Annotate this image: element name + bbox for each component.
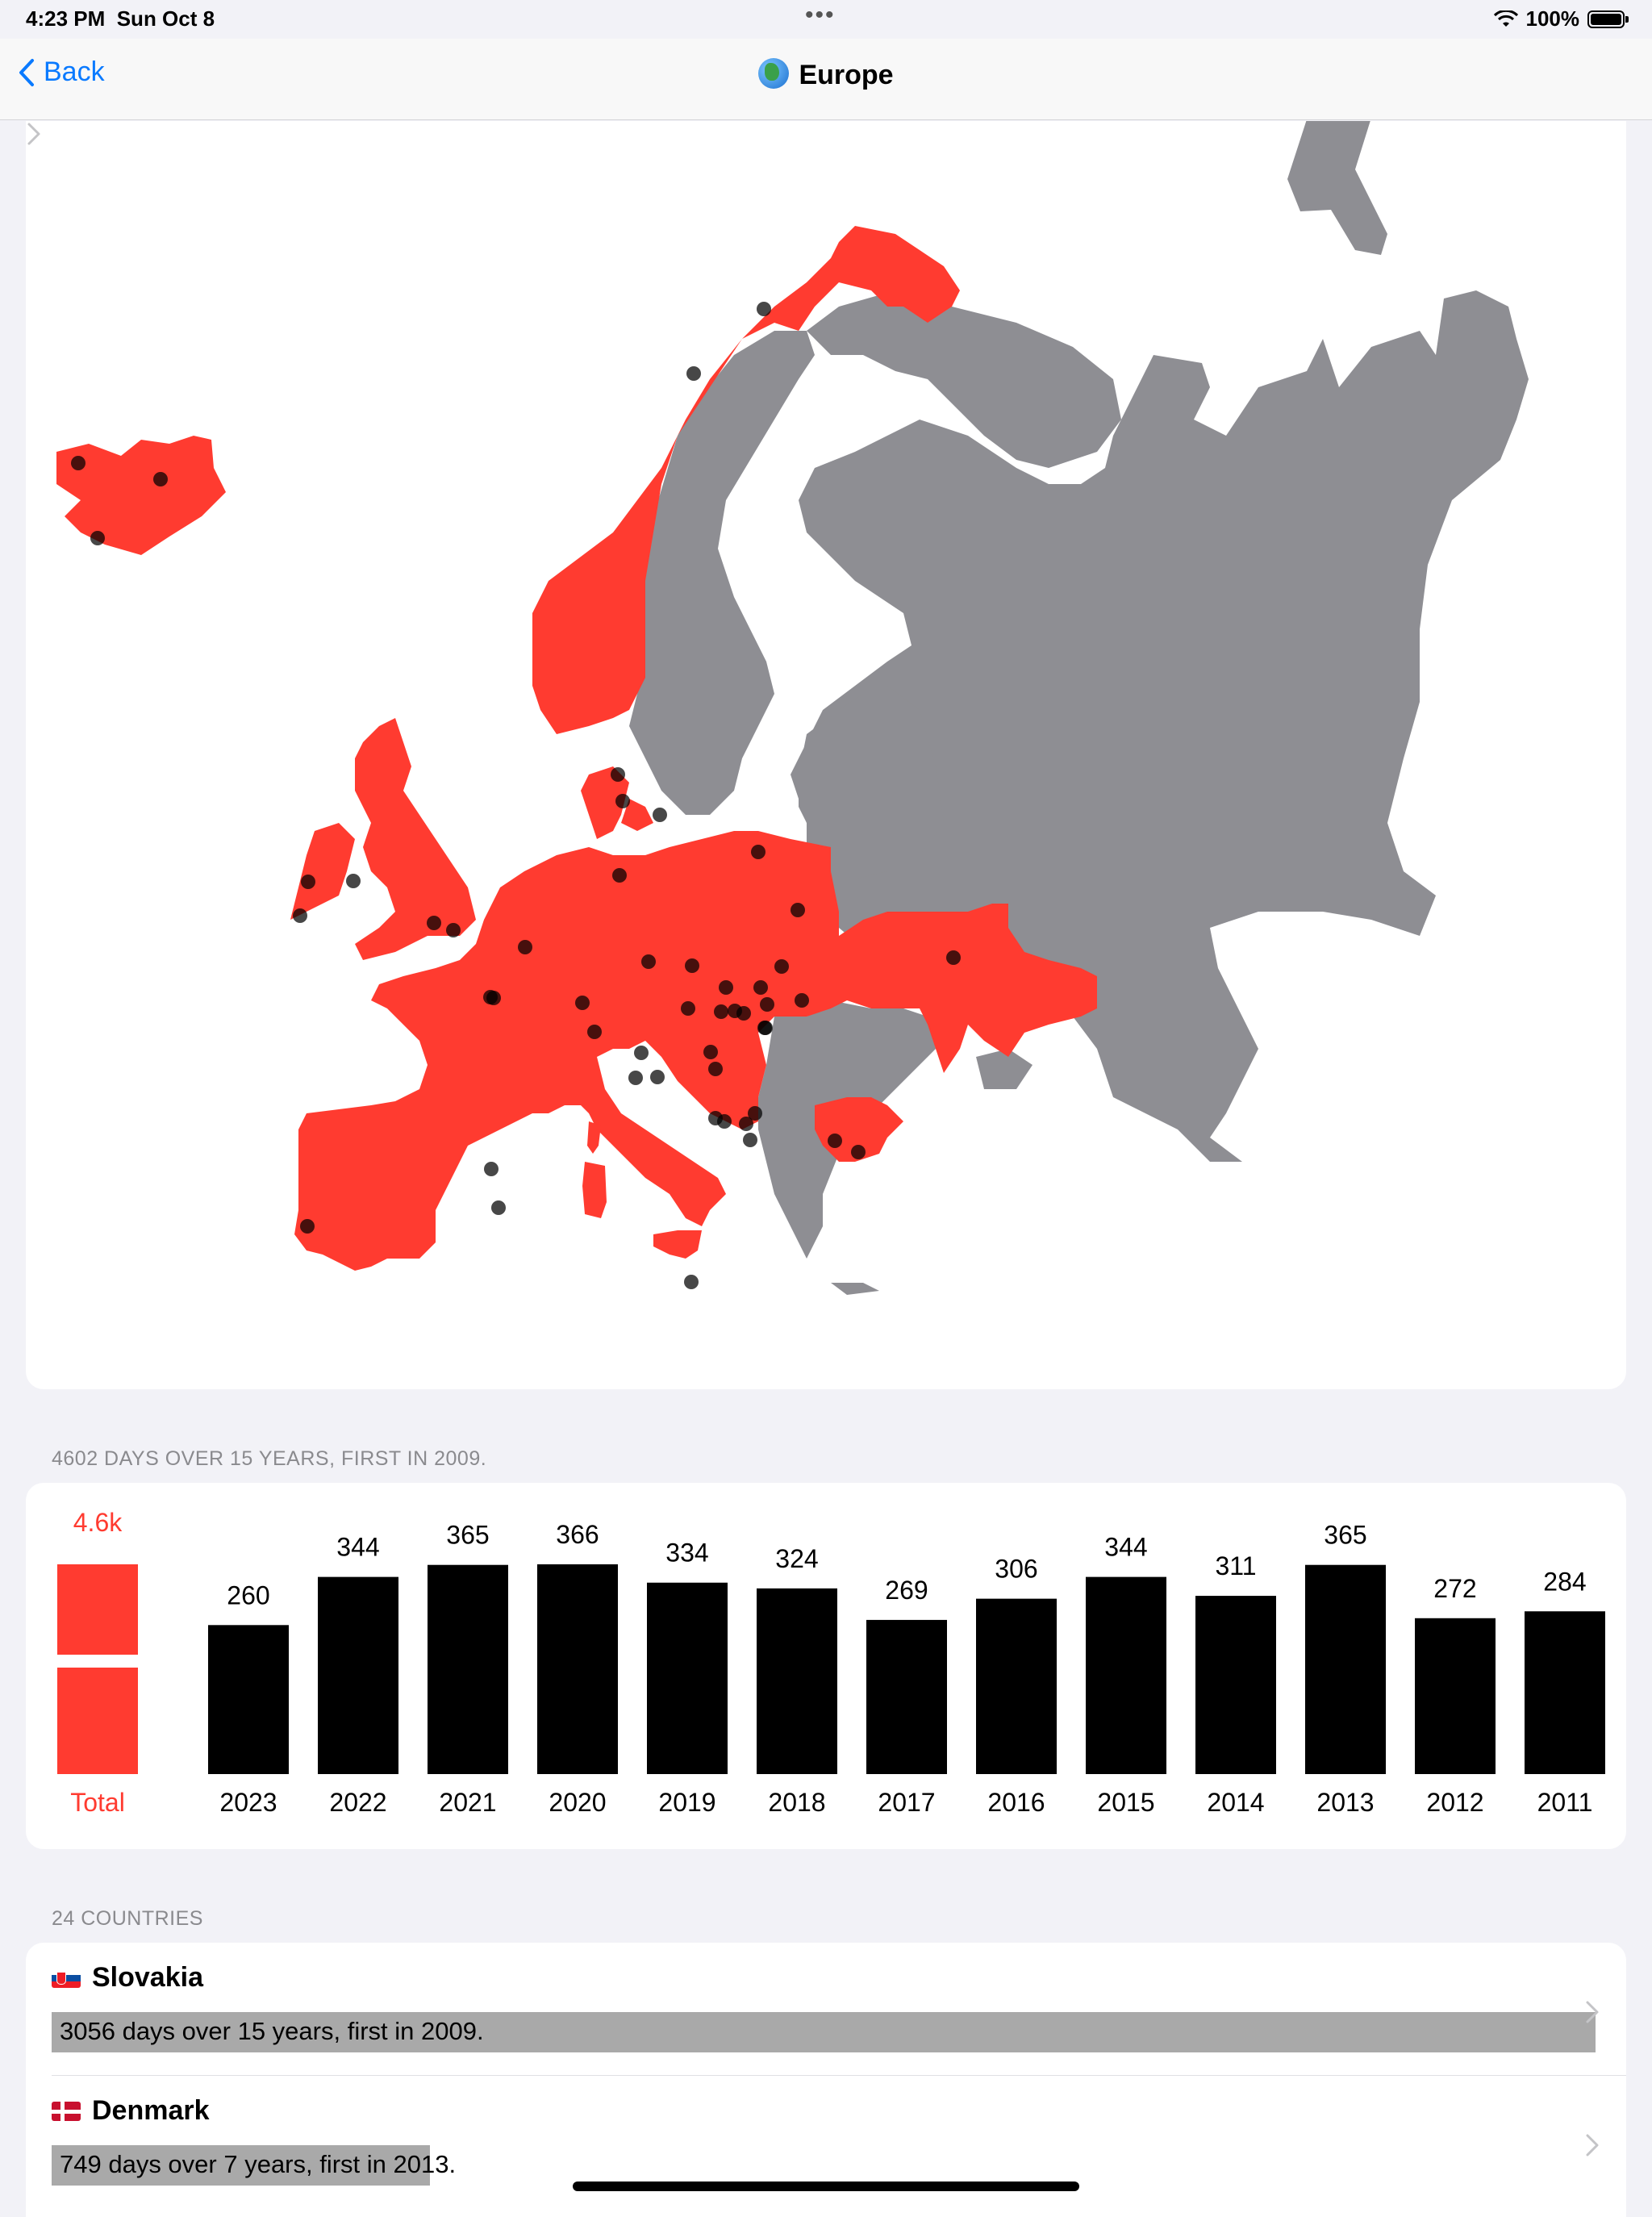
total-bar-top — [57, 1564, 138, 1655]
bar-year-label: 2023 — [219, 1788, 277, 1817]
bar-year-label: 2011 — [1537, 1788, 1593, 1817]
region-ireland — [290, 823, 355, 920]
chevron-right-icon — [1586, 2001, 1599, 2023]
globe-icon — [758, 58, 790, 89]
bar-year-label: 2016 — [987, 1788, 1045, 1817]
chevron-left-icon — [19, 58, 34, 86]
region-greek-islands — [831, 1283, 879, 1295]
europe-map — [56, 121, 1529, 1295]
bar-2020 — [537, 1564, 618, 1774]
bar-value-label: 269 — [885, 1576, 928, 1605]
chevron-right-icon — [1586, 2134, 1599, 2156]
bar-value-label: 260 — [227, 1580, 269, 1610]
country-title: Denmark — [52, 2095, 210, 2127]
visited-regions — [56, 226, 1097, 1271]
country-row-denmark[interactable]: Denmark 749 days over 7 years, first in … — [26, 2076, 1626, 2208]
row-separator — [52, 2075, 1626, 2076]
days-per-year-chart-card: 4.6k Total 260 2023 344 2022 365 2021 366 2020 334… — [26, 1483, 1626, 1849]
bar-year-label: 2014 — [1207, 1788, 1264, 1817]
bar-value-label: 344 — [1104, 1533, 1147, 1562]
region-crimea — [976, 1049, 1032, 1089]
status-time: 4:23 PM Sun Oct 8 — [26, 6, 215, 31]
back-label: Back — [44, 56, 105, 87]
back-button[interactable]: Back — [18, 56, 105, 88]
battery-icon — [1587, 10, 1629, 28]
bar-2011 — [1525, 1611, 1605, 1774]
multitasking-dots[interactable]: ••• — [805, 2, 836, 28]
region-iceland — [56, 436, 226, 555]
bar-year-label: 2020 — [549, 1788, 606, 1817]
days-per-year-chart: 4.6k Total 260 2023 344 2022 365 2021 366 2020 334… — [57, 1508, 1605, 1817]
country-detail: 749 days over 7 years, first in 2013. — [60, 2150, 457, 2178]
region-novaya-zemlya — [1287, 121, 1387, 255]
bar-2018 — [757, 1588, 837, 1774]
region-norway — [532, 226, 960, 734]
wifi-icon — [1493, 10, 1518, 27]
country-days-bar — [52, 2012, 1596, 2052]
region-sweden — [629, 331, 815, 815]
bar-year-label: 2012 — [1426, 1788, 1483, 1817]
bar-value-label: 272 — [1433, 1574, 1476, 1603]
region-baltics-belarus — [799, 686, 944, 879]
country-row-slovakia[interactable]: Slovakia 3056 days over 15 years, first … — [26, 1943, 1626, 2076]
bar-2016 — [976, 1598, 1057, 1774]
region-sicily — [653, 1230, 702, 1259]
bar-year-label: 2019 — [658, 1788, 715, 1817]
bar-2013 — [1305, 1564, 1386, 1774]
country-name: Denmark — [92, 2095, 210, 2126]
region-uk — [355, 718, 476, 960]
bar-value-label: 284 — [1543, 1567, 1586, 1596]
region-corsica-sardinia — [582, 1121, 607, 1218]
bar-year-label: 2022 — [329, 1788, 386, 1817]
region-finland-russia-north — [807, 290, 1121, 468]
bar-value-label: 324 — [775, 1544, 818, 1573]
status-right: 100% — [1493, 6, 1629, 31]
bar-2023 — [208, 1625, 289, 1774]
bar-2022 — [318, 1576, 398, 1774]
total-label: Total — [70, 1788, 125, 1817]
country-title: Slovakia — [52, 1962, 203, 1994]
navigation-bar: Back Europe — [0, 39, 1652, 120]
total-bar-bottom — [57, 1668, 138, 1774]
europe-map-card[interactable] — [26, 121, 1626, 1389]
battery-percent: 100% — [1525, 6, 1580, 31]
countries-list: Slovakia 3056 days over 15 years, first … — [26, 1943, 1626, 2217]
bar-value-label: 365 — [446, 1521, 489, 1550]
status-bar: 4:23 PM Sun Oct 8 ••• 100% — [0, 0, 1652, 39]
bar-value-label: 344 — [336, 1533, 379, 1562]
slovakia-flag-icon — [52, 1968, 81, 1988]
visited-city-dots — [71, 302, 961, 1289]
country-days-bar — [52, 2145, 430, 2186]
countries-header: 24 COUNTRIES — [52, 1907, 203, 1930]
home-indicator[interactable] — [573, 2182, 1079, 2191]
bar-2012 — [1415, 1618, 1496, 1774]
bar-year-label: 2015 — [1097, 1788, 1154, 1817]
summary-header: 4602 DAYS OVER 15 YEARS, FIRST IN 2009. — [52, 1447, 487, 1470]
bar-value-label: 334 — [665, 1539, 708, 1568]
total-value-label: 4.6k — [73, 1508, 123, 1537]
bar-2017 — [866, 1619, 947, 1774]
page-title: Europe — [0, 58, 1652, 91]
bar-2015 — [1086, 1576, 1166, 1774]
bar-2014 — [1195, 1596, 1276, 1774]
denmark-flag-icon — [52, 2101, 81, 2121]
country-name: Slovakia — [92, 1962, 203, 1993]
bar-2021 — [428, 1564, 508, 1774]
bar-year-label: 2018 — [768, 1788, 825, 1817]
bar-2019 — [647, 1582, 728, 1774]
bar-value-label: 365 — [1324, 1521, 1366, 1550]
bar-value-label: 306 — [995, 1555, 1037, 1584]
chevron-right-icon[interactable] — [26, 121, 42, 147]
bar-year-label: 2013 — [1316, 1788, 1374, 1817]
region-continental — [294, 831, 1097, 1271]
unvisited-regions — [629, 121, 1529, 1295]
bar-value-label: 366 — [556, 1520, 599, 1549]
bar-year-label: 2017 — [878, 1788, 935, 1817]
bar-value-label: 311 — [1215, 1551, 1256, 1580]
country-detail: 3056 days over 15 years, first in 2009. — [60, 2017, 484, 2045]
bar-year-label: 2021 — [439, 1788, 496, 1817]
